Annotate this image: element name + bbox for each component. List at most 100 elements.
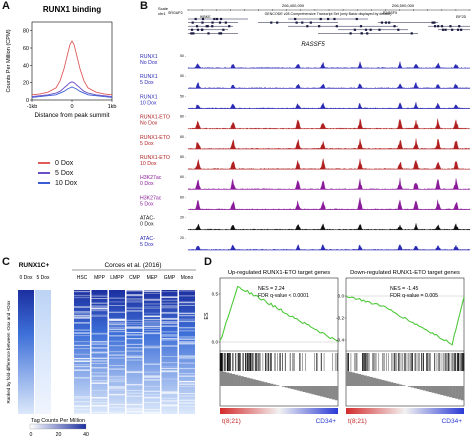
heatmap-stripe — [161, 392, 178, 394]
gsea-color-strip — [346, 408, 464, 414]
plot-frame — [31, 21, 113, 101]
gene-exon — [380, 21, 384, 24]
colorbar-tick-label: 20 — [56, 432, 62, 438]
gsea-y-tick: -0.2 — [336, 316, 344, 321]
gene-exon — [196, 28, 200, 31]
legend-item: 5 Dox — [38, 168, 77, 178]
gene-exon — [219, 17, 223, 21]
heatmap-stripe — [179, 295, 195, 297]
heatmap-stripe — [161, 321, 178, 323]
heatmap-stripe — [144, 323, 160, 325]
heatmap-stripe — [144, 390, 160, 392]
heatmap-stripe — [126, 395, 143, 397]
heatmap-stripe — [109, 335, 125, 337]
gene-exon — [215, 17, 219, 21]
heatmap-stripe — [91, 302, 108, 304]
heatmap-stripe — [179, 312, 195, 314]
heatmap-stripe — [179, 383, 195, 385]
series-line — [31, 81, 113, 97]
heatmap-stripe — [74, 290, 90, 293]
heatmap-stripe — [126, 327, 143, 329]
heatmap-stripe — [144, 397, 160, 398]
gene-exon — [360, 32, 363, 35]
heatmap-stripe — [91, 397, 108, 399]
heatmap-stripe — [161, 338, 178, 340]
gene-exon — [410, 32, 413, 35]
gene-exon — [294, 17, 297, 21]
heatmap-stripe — [74, 314, 90, 316]
gsea-rank-bar — [378, 379, 382, 386]
gsea-rank-bar — [246, 377, 250, 386]
heatmap-stripe — [161, 339, 178, 341]
panel-a-letter: A — [2, 0, 10, 12]
heatmap-column — [161, 290, 178, 414]
heatmap-stripe — [109, 387, 125, 389]
heatmap-stripe — [179, 290, 195, 292]
gsea-rank-bar — [258, 380, 262, 386]
gene-label: SRGAP2 — [168, 11, 183, 15]
heatmap-stripe — [109, 375, 125, 378]
gene-exon — [444, 28, 447, 31]
heatmap-stripe — [74, 341, 90, 343]
track-label: H3K27ac — [140, 195, 162, 201]
heatmap-stripe — [91, 390, 108, 392]
gsea-rank-bar — [249, 378, 253, 386]
gsea-rank-bar — [276, 385, 280, 386]
heatmap-stripe — [144, 347, 160, 349]
gsea-title: Down-regulated RUNX1-ETO target genes — [350, 270, 460, 276]
gsea-rank-bar — [323, 386, 327, 398]
heatmap-stripe — [74, 361, 90, 362]
gsea-fdr: FDR q-value < 0.0001 — [258, 293, 309, 299]
heatmap-stripe — [144, 300, 160, 301]
heatmap-stripe — [179, 383, 195, 386]
heatmap-stripe — [144, 318, 160, 321]
gsea-rank-bar — [402, 385, 406, 386]
heatmap-stripe — [179, 355, 195, 357]
track-label: RUNX1 — [140, 54, 158, 60]
legend-label: 5 Dox — [55, 169, 74, 177]
x-tick-label: 1kb — [108, 104, 117, 110]
heatmap-stripe — [126, 407, 143, 409]
gene-exon — [201, 21, 204, 24]
track-label: 5 Dox — [140, 141, 154, 147]
gsea-rank-bar — [290, 386, 294, 389]
heatmap-stripe — [91, 412, 108, 414]
heatmap-stripe — [126, 350, 143, 352]
gene-exon — [190, 32, 193, 35]
heatmap-stripe — [161, 339, 178, 340]
gene-exon — [213, 17, 216, 21]
gene-exon — [207, 32, 210, 35]
heatmap-stripe — [126, 323, 143, 325]
heatmap-stripe — [91, 367, 108, 369]
heatmap-stripe — [126, 332, 143, 334]
heatmap-stripe — [109, 394, 125, 396]
heatmap-stripe — [179, 358, 195, 360]
legend-label: 10 Dox — [55, 179, 78, 187]
heatmap-stripe — [144, 321, 160, 323]
heatmap-stripe — [74, 294, 90, 297]
gsea-y-tick: 0.0 — [212, 340, 219, 345]
column-label: MEP — [147, 275, 159, 281]
heatmap-stripe — [126, 343, 143, 345]
heatmap-stripe — [74, 353, 90, 355]
gsea-rank-bar — [335, 386, 339, 401]
gene-exon — [270, 21, 273, 24]
heatmap-stripe — [126, 300, 143, 302]
heatmap-stripe — [91, 372, 108, 374]
panel-d-letter: D — [204, 256, 212, 268]
heatmap-stripe — [144, 376, 160, 379]
column-label: CMP — [129, 275, 141, 281]
heatmap-stripe — [91, 382, 108, 384]
heatmap-stripe — [74, 317, 90, 319]
heatmap-stripe — [144, 363, 160, 365]
heatmap-column — [179, 290, 195, 414]
heatmap-stripe — [161, 312, 178, 315]
signal-track — [187, 81, 471, 89]
gsea-rank-bar — [240, 376, 244, 386]
heatmap-stripe — [179, 362, 195, 364]
track-scale: 50 - — [180, 94, 186, 98]
track-scale: 80 - — [180, 135, 186, 139]
signal-track — [188, 197, 471, 210]
gsea-es-curve — [345, 295, 465, 346]
